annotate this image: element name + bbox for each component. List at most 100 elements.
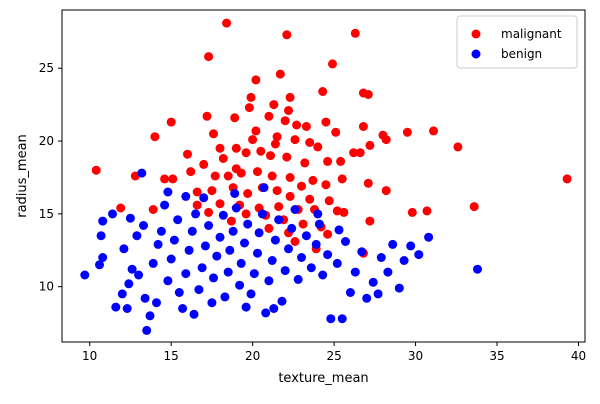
- malignant-point: [402, 127, 412, 137]
- malignant-point: [272, 186, 282, 196]
- malignant-point: [244, 103, 254, 113]
- malignant-point: [267, 171, 277, 181]
- malignant-point: [323, 229, 333, 239]
- malignant-point: [301, 122, 311, 131]
- malignant-point: [241, 148, 251, 158]
- benign-point: [199, 193, 209, 203]
- benign-point: [362, 293, 372, 303]
- malignant-point: [363, 178, 373, 188]
- malignant-point: [290, 237, 300, 246]
- malignant-point: [285, 92, 295, 102]
- malignant-point: [248, 135, 258, 145]
- x-tick-label: 20: [245, 349, 260, 363]
- benign-point: [473, 264, 482, 274]
- benign-point: [223, 267, 233, 277]
- benign-point: [334, 225, 344, 235]
- benign-point: [269, 304, 279, 313]
- benign-point: [127, 264, 137, 274]
- malignant-point: [282, 152, 292, 162]
- malignant-point: [300, 158, 310, 168]
- malignant-point: [290, 135, 300, 145]
- benign-point: [290, 205, 300, 214]
- benign-point: [274, 215, 284, 225]
- x-tick-label: 25: [326, 349, 341, 363]
- benign-point: [388, 239, 398, 249]
- benign-point: [181, 269, 191, 279]
- benign-point: [178, 304, 188, 313]
- malignant-point: [246, 92, 256, 102]
- malignant-point: [453, 142, 463, 152]
- benign-point: [236, 258, 246, 268]
- benign-point: [253, 248, 262, 258]
- malignant-point: [256, 146, 266, 156]
- x-tick-label: 35: [489, 349, 504, 363]
- benign-point: [174, 288, 184, 297]
- benign-point: [368, 277, 378, 287]
- benign-point: [163, 187, 173, 197]
- benign-point: [235, 280, 245, 290]
- benign-point: [137, 168, 147, 178]
- benign-point: [184, 245, 194, 255]
- malignant-point: [280, 116, 290, 126]
- benign-point: [125, 213, 135, 223]
- malignant-point: [204, 207, 214, 217]
- malignant-point: [469, 202, 479, 212]
- benign-point: [117, 289, 127, 299]
- malignant-point: [223, 171, 233, 181]
- malignant-point: [336, 156, 346, 166]
- malignant-point: [407, 207, 417, 217]
- benign-point: [230, 189, 240, 198]
- malignant-point: [321, 180, 331, 190]
- malignant-point: [422, 206, 432, 216]
- benign-point: [173, 215, 183, 225]
- benign-point: [166, 254, 176, 264]
- benign-point: [257, 209, 267, 219]
- legend-label-benign: benign: [501, 47, 542, 61]
- benign-point: [280, 266, 290, 276]
- malignant-point: [264, 111, 274, 121]
- malignant-point: [251, 126, 261, 136]
- malignant-point: [305, 138, 315, 147]
- benign-point: [326, 314, 336, 324]
- malignant-point: [150, 132, 160, 142]
- benign-point: [220, 292, 230, 302]
- benign-point: [139, 221, 148, 230]
- benign-point: [218, 210, 228, 220]
- malignant-point: [297, 181, 306, 191]
- malignant-point: [328, 59, 337, 69]
- benign-point: [212, 251, 222, 261]
- malignant-point: [186, 167, 196, 177]
- benign-point: [414, 250, 424, 260]
- malignant-point: [264, 223, 274, 233]
- benign-point: [284, 244, 293, 254]
- x-axis-label: texture_mean: [278, 371, 368, 386]
- malignant-point: [337, 174, 347, 184]
- benign-point: [287, 223, 297, 233]
- malignant-point: [243, 189, 253, 198]
- benign-point: [197, 263, 207, 273]
- malignant-point: [241, 209, 251, 219]
- benign-point: [122, 304, 132, 313]
- x-tick-label: 10: [82, 349, 97, 363]
- malignant-point: [91, 165, 101, 175]
- benign-point: [95, 260, 104, 270]
- malignant-point: [284, 106, 293, 115]
- malignant-point: [192, 187, 202, 197]
- malignant-point: [339, 207, 349, 217]
- benign-point: [231, 203, 241, 213]
- benign-point: [383, 267, 393, 277]
- benign-point: [350, 267, 360, 277]
- benign-point: [264, 276, 274, 286]
- benign-point: [134, 270, 144, 280]
- y-tick-label: 20: [39, 134, 54, 148]
- malignant-point: [323, 156, 333, 166]
- malignant-point: [209, 129, 218, 139]
- benign-point: [98, 253, 108, 262]
- malignant-point: [253, 167, 262, 177]
- benign-point: [240, 238, 249, 248]
- benign-point: [270, 235, 280, 245]
- benign-point: [394, 283, 404, 293]
- malignant-point: [349, 148, 359, 158]
- malignant-point: [308, 175, 318, 185]
